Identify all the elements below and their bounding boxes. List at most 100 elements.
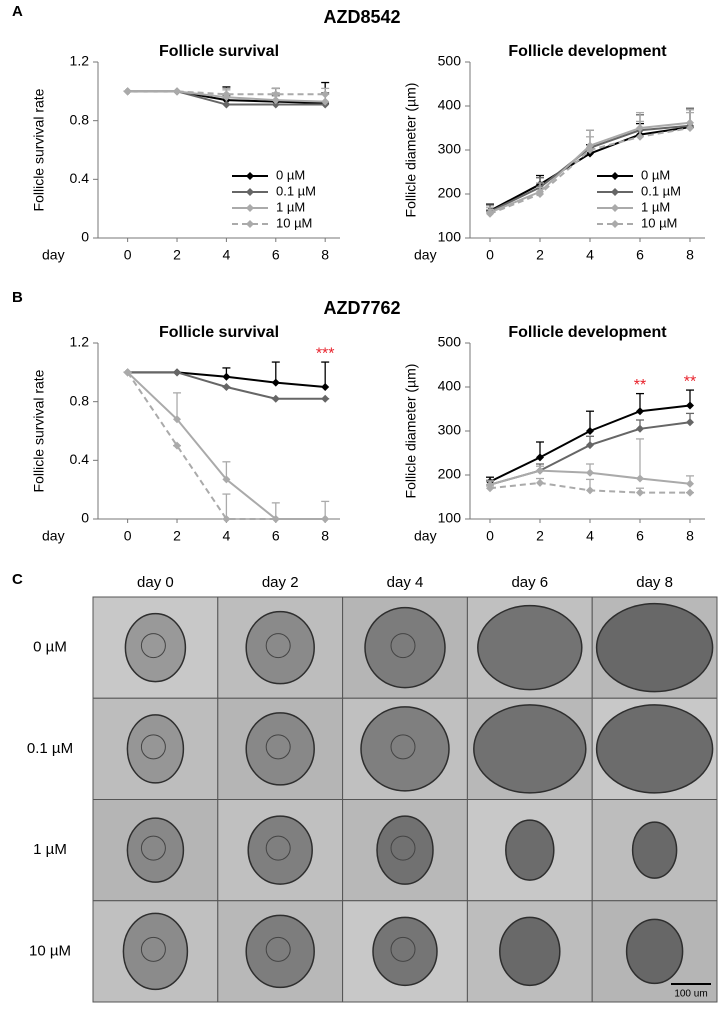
x-tick-label: 0 (124, 528, 132, 544)
series-line (127, 90, 326, 96)
x-tick-label: 2 (173, 528, 181, 544)
data-point (173, 87, 182, 96)
legend-marker (246, 188, 254, 196)
x-tick-label: 4 (223, 528, 231, 544)
legend-marker (611, 172, 619, 180)
y-tick-label: 0.8 (70, 111, 90, 127)
chart: Follicle development Follicle diameter (µ… (403, 43, 705, 263)
x-axis-label: day (414, 528, 437, 544)
column-label: day 0 (137, 574, 174, 591)
data-point (686, 124, 694, 132)
x-axis-label: day (414, 247, 437, 263)
series-line (126, 371, 326, 520)
column-label: day 2 (262, 574, 299, 591)
follicle (122, 912, 189, 991)
row-label: 10 µM (29, 942, 71, 959)
data-point (321, 90, 330, 99)
x-tick-label: 6 (272, 528, 280, 544)
follicle (245, 914, 315, 989)
data-point (586, 486, 594, 495)
data-point (686, 418, 694, 427)
error-bar (321, 361, 330, 387)
column-label: day 8 (636, 574, 673, 591)
legend-marker (611, 204, 619, 212)
oocyte (390, 835, 416, 861)
data-point (173, 415, 182, 424)
data-point (321, 383, 330, 391)
column-label: day 4 (387, 574, 424, 591)
panel-label: C (12, 571, 23, 588)
follicle (631, 821, 678, 879)
data-point (586, 146, 594, 154)
y-tick-label: 200 (438, 466, 462, 482)
data-point (486, 484, 494, 493)
row-label: 0.1 µM (27, 740, 73, 757)
follicle (245, 712, 315, 786)
data-point (586, 468, 594, 477)
legend-label: 0 µM (276, 167, 305, 182)
chart: Follicle survival Follicle survival rate d… (31, 324, 340, 544)
panel-label: A (12, 3, 23, 20)
y-tick-label: 200 (438, 185, 462, 201)
significance-annotation: ** (634, 377, 646, 394)
y-tick-label: 0.8 (70, 392, 90, 408)
y-tick-label: 0.4 (70, 451, 90, 467)
legend-marker (611, 188, 619, 196)
oocyte (265, 936, 291, 962)
data-point (222, 372, 231, 381)
data-point (173, 441, 182, 450)
data-point (271, 96, 280, 105)
chart: Follicle survival Follicle survival rate d… (31, 43, 340, 263)
x-tick-label: 8 (321, 247, 329, 263)
legend-marker (246, 172, 254, 180)
chart-title: Follicle survival (159, 43, 279, 60)
x-tick-label: 6 (636, 528, 644, 544)
data-point (636, 488, 644, 497)
legend-marker (611, 220, 619, 228)
follicle (124, 612, 187, 683)
y-tick-label: 0 (81, 510, 89, 526)
y-tick-label: 500 (438, 334, 462, 350)
legend-label: 10 µM (276, 215, 312, 230)
data-point (536, 466, 544, 475)
x-tick-label: 8 (686, 528, 694, 544)
x-tick-label: 0 (124, 247, 132, 263)
chart-title: Follicle development (508, 43, 667, 60)
data-point (271, 515, 280, 523)
oocyte (140, 936, 166, 962)
chart: Follicle development Follicle diameter (µ… (403, 324, 705, 544)
follicle (245, 610, 315, 685)
x-tick-label: 0 (486, 247, 494, 263)
oocyte (390, 936, 416, 962)
follicle (372, 916, 438, 987)
y-tick-label: 100 (438, 229, 462, 245)
oocyte (265, 633, 291, 659)
y-tick-label: 300 (438, 422, 462, 438)
oocyte (140, 633, 166, 659)
y-tick-label: 300 (438, 141, 462, 157)
data-point (321, 515, 330, 523)
data-point (222, 383, 231, 391)
y-axis-label: Follicle survival rate (31, 88, 47, 211)
data-point (536, 453, 544, 462)
data-point (271, 394, 280, 403)
x-tick-label: 0 (486, 528, 494, 544)
data-point (586, 441, 594, 450)
data-point (536, 190, 544, 198)
x-tick-label: 6 (636, 247, 644, 263)
data-point (123, 87, 132, 96)
y-tick-label: 400 (438, 378, 462, 394)
oocyte (265, 734, 291, 760)
error-bar (173, 392, 182, 420)
data-point (321, 394, 330, 403)
data-point (636, 474, 644, 483)
y-tick-label: 400 (438, 97, 462, 113)
data-point (222, 90, 231, 99)
legend-label: 0.1 µM (641, 183, 681, 198)
x-tick-label: 4 (586, 528, 594, 544)
follicle (477, 604, 583, 691)
data-point (686, 401, 694, 410)
data-point (222, 100, 231, 109)
y-axis-label: Follicle diameter (µm) (403, 364, 419, 499)
